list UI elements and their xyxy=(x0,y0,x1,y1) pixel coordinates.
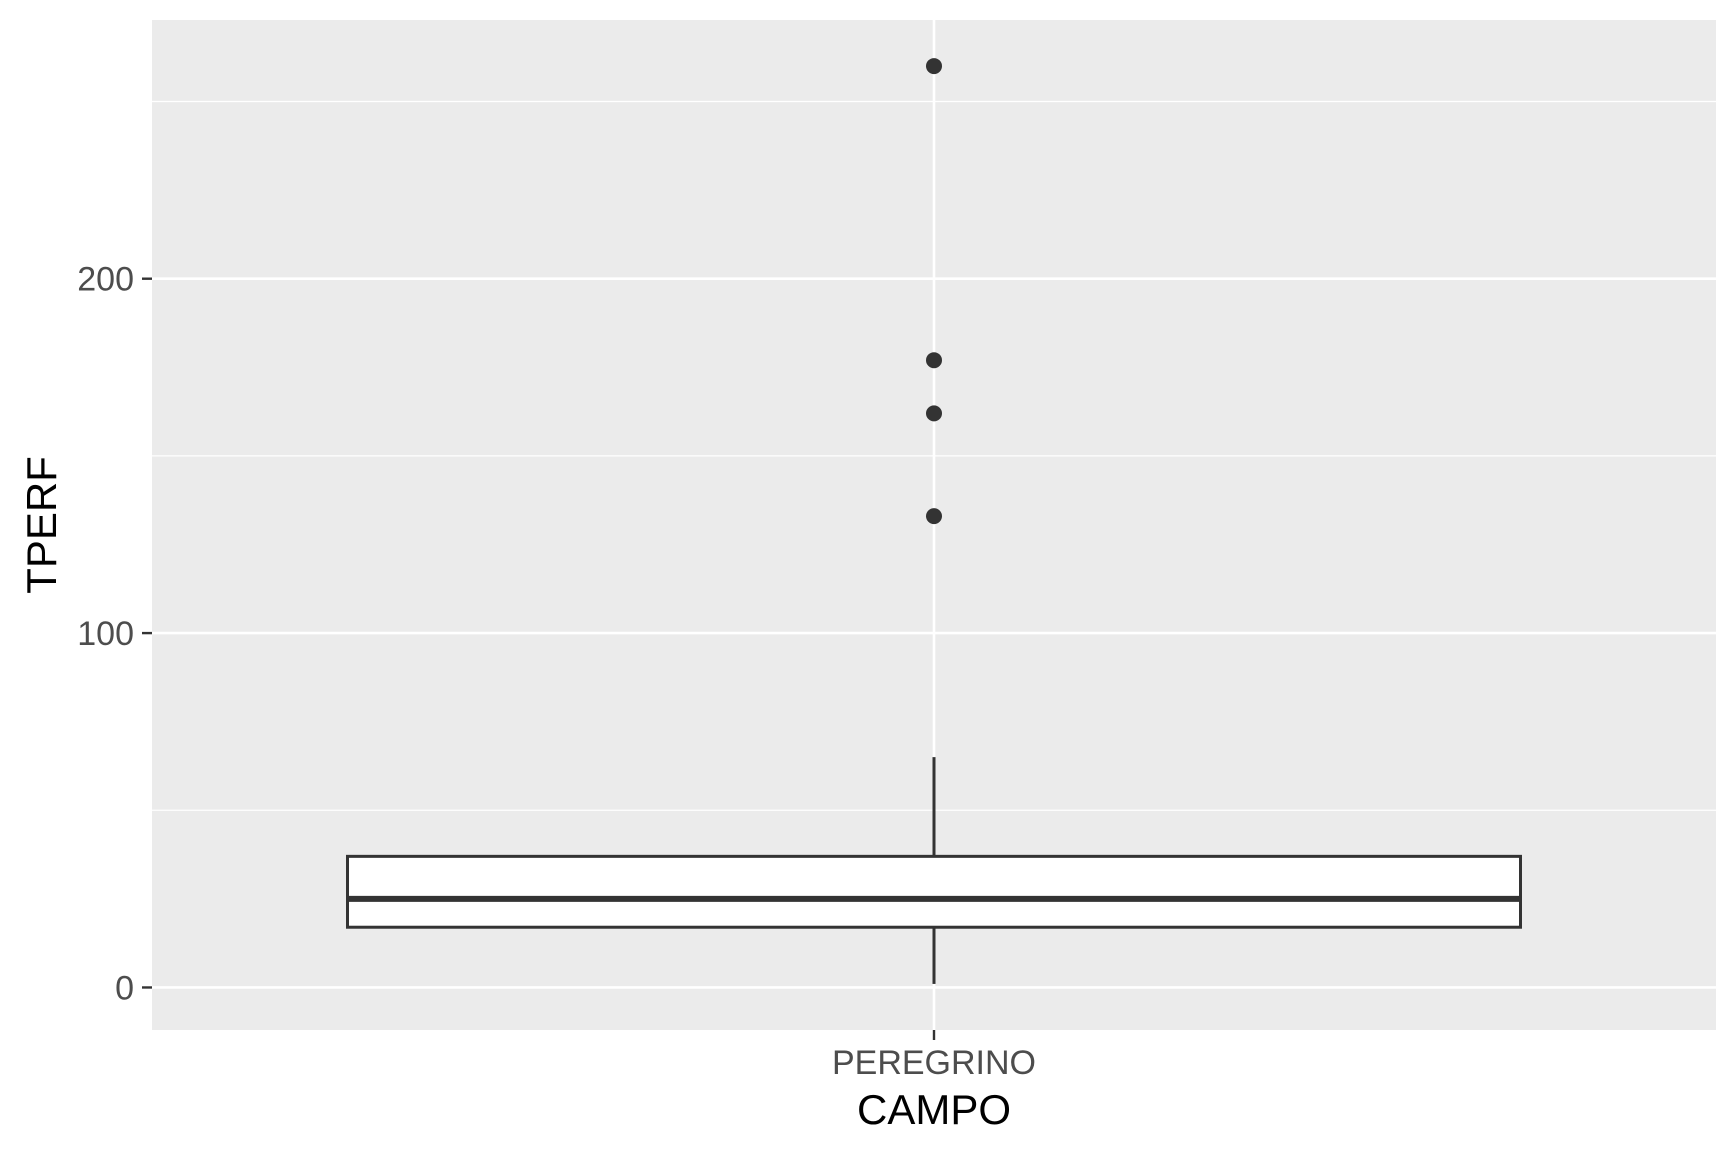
y-axis-title: TPERF xyxy=(18,456,65,594)
y-tick-label: 0 xyxy=(115,969,134,1007)
axes: 0 100 200 PEREGRINO xyxy=(77,261,1036,1082)
y-tick-label: 200 xyxy=(77,261,134,299)
box-iqr xyxy=(346,854,1522,929)
outlier-point xyxy=(926,352,942,369)
chart-marks xyxy=(346,58,1522,984)
outlier-point xyxy=(926,405,942,422)
y-tick-label: 100 xyxy=(77,615,134,653)
outlier-point xyxy=(926,58,942,75)
x-axis-title: CAMPO xyxy=(857,1086,1011,1133)
x-tick-label: PEREGRINO xyxy=(832,1044,1036,1082)
outlier-point xyxy=(926,508,942,525)
